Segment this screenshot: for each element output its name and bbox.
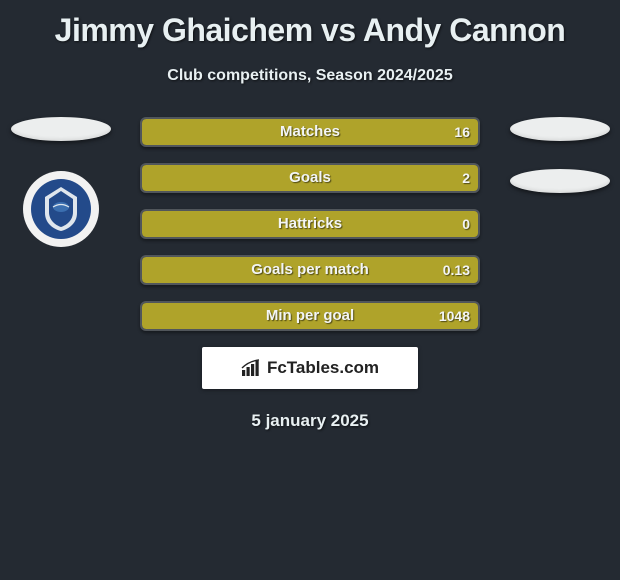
subtitle: Club competitions, Season 2024/2025: [0, 67, 620, 85]
club-crest-icon: [21, 169, 101, 249]
stat-row: Hattricks0: [140, 209, 480, 239]
stat-value-right: 2: [462, 165, 470, 191]
stat-value-right: 16: [454, 119, 470, 145]
stat-rows: Matches16 Goals2 Hattricks0 Goals per match…: [140, 117, 480, 331]
stats-area: Matches16 Goals2 Hattricks0 Goals per match…: [0, 117, 620, 331]
stat-label: Goals per match: [142, 257, 478, 283]
barchart-icon: [241, 359, 261, 377]
stat-label: Hattricks: [142, 211, 478, 237]
attribution-text: FcTables.com: [267, 358, 379, 378]
attribution-badge: FcTables.com: [202, 347, 418, 389]
stat-row: Goals per match0.13: [140, 255, 480, 285]
player1-name-badge: [11, 117, 111, 141]
stat-row: Min per goal1048: [140, 301, 480, 331]
player2-column: [507, 117, 612, 193]
stat-label: Min per goal: [142, 303, 478, 329]
date-text: 5 january 2025: [0, 411, 620, 431]
stat-row: Matches16: [140, 117, 480, 147]
stat-value-right: 0: [462, 211, 470, 237]
stat-value-right: 1048: [439, 303, 470, 329]
player2-crest-badge: [510, 169, 610, 193]
stat-value-right: 0.13: [443, 257, 470, 283]
player2-name-badge: [510, 117, 610, 141]
player1-crest: [8, 169, 113, 254]
player1-column: [8, 117, 113, 254]
stat-label: Matches: [142, 119, 478, 145]
stat-label: Goals: [142, 165, 478, 191]
page-title: Jimmy Ghaichem vs Andy Cannon: [0, 0, 620, 49]
stat-row: Goals2: [140, 163, 480, 193]
